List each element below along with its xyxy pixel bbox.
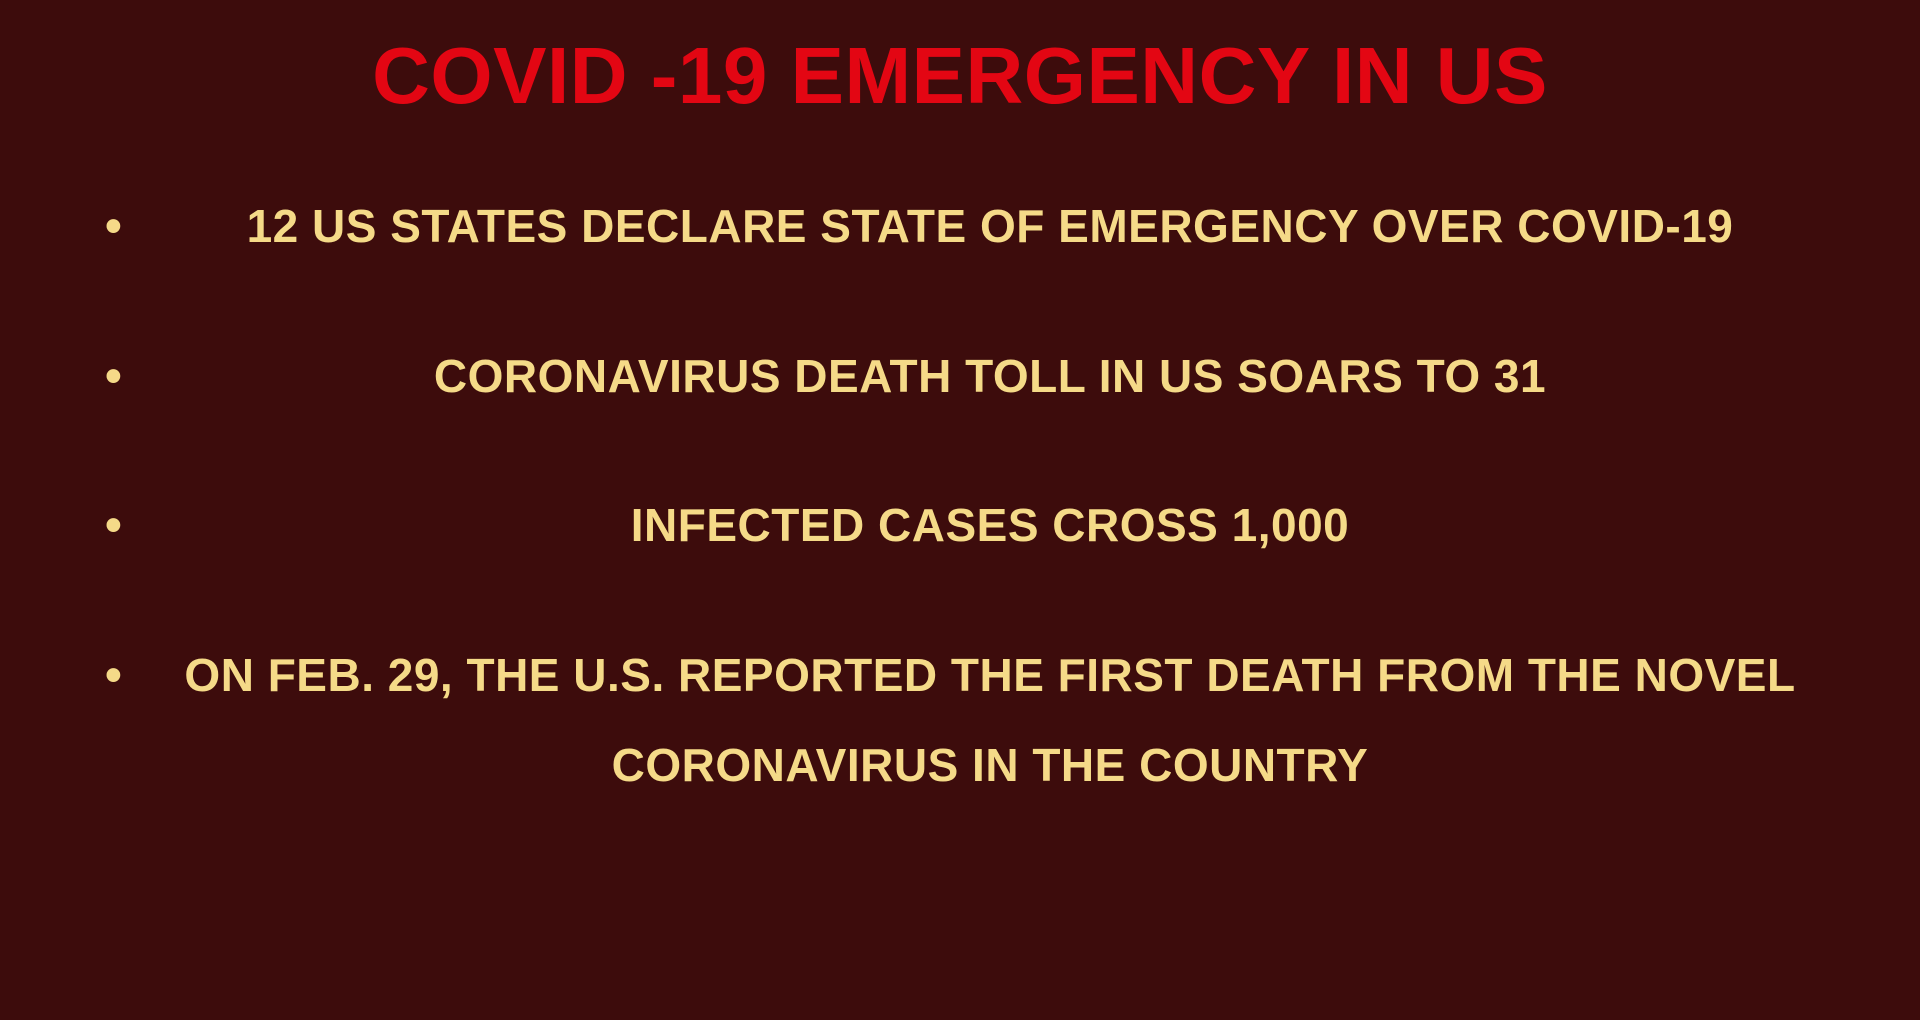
- bullet-list: 12 US STATES DECLARE STATE OF EMERGENCY …: [90, 182, 1830, 810]
- content-container: 12 US STATES DECLARE STATE OF EMERGENCY …: [0, 152, 1920, 870]
- bullet-item: 12 US STATES DECLARE STATE OF EMERGENCY …: [90, 182, 1830, 272]
- bullet-item: ON FEB. 29, THE U.S. REPORTED THE FIRST …: [90, 631, 1830, 810]
- bullet-item: CORONAVIRUS DEATH TOLL IN US SOARS TO 31: [90, 332, 1830, 422]
- bullet-item: INFECTED CASES CROSS 1,000: [90, 481, 1830, 571]
- page-title: COVID -19 EMERGENCY IN US: [0, 30, 1920, 122]
